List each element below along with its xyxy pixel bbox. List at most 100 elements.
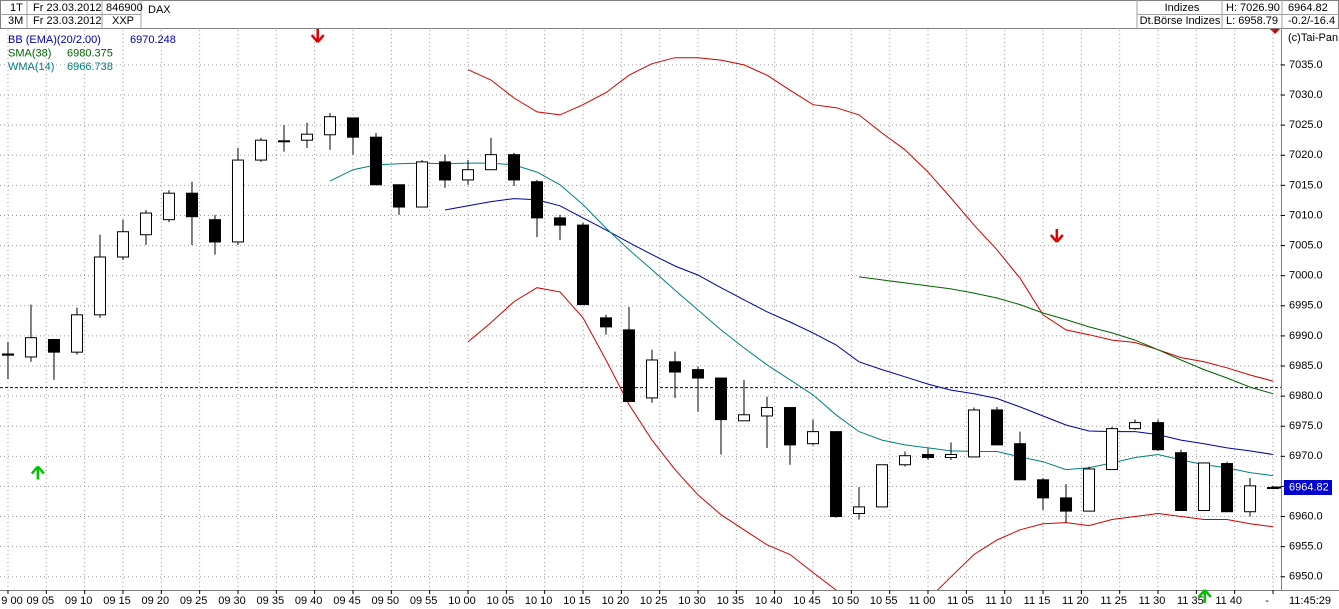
band-lower — [467, 287, 1274, 590]
x-tick-label: 10 10 — [525, 595, 553, 607]
x-tick-label: 09 50 — [372, 595, 400, 607]
header-cell: Dt.Börse Indizes — [1140, 15, 1221, 27]
header-frame — [0, 0, 1339, 29]
x-tick-label: 10 20 — [602, 595, 630, 607]
y-tick-label: 6950.0 — [1289, 571, 1323, 583]
candle-body — [530, 181, 543, 219]
candle-body — [24, 337, 37, 358]
y-tick-label: 7005.0 — [1289, 239, 1323, 251]
sell-signal — [310, 29, 325, 43]
y-tick-label: 7010.0 — [1289, 209, 1323, 221]
header-cell: H: 7026.90 — [1226, 2, 1280, 14]
candle-body — [669, 361, 682, 373]
x-tick-label: 10 15 — [563, 595, 591, 607]
candle-body — [1, 353, 14, 356]
candle-body — [899, 455, 912, 466]
legend: BB (EMA)(20/2.00) 6970.248 SMA(38) 6980.375… — [8, 34, 176, 73]
candle-body — [1106, 428, 1119, 471]
x-tick-label: 11 30 — [1139, 595, 1166, 607]
legend-label: SMA(38) — [8, 47, 51, 59]
legend-value: 6970.248 — [130, 34, 176, 46]
candle-body — [1244, 485, 1257, 513]
x-tick-label: 11 00 — [909, 595, 936, 607]
band-upper — [467, 57, 1274, 382]
candle-body — [1014, 443, 1027, 481]
x-tick-label: 10 45 — [793, 595, 821, 607]
x-tick-label: 09 20 — [142, 595, 170, 607]
candle-body — [1037, 479, 1050, 499]
x-tick-label: 10 55 — [870, 595, 898, 607]
candle-body — [415, 161, 428, 208]
y-tick-label: 6985.0 — [1289, 360, 1323, 372]
candle-body — [254, 139, 267, 161]
candle-body — [738, 414, 751, 422]
header-cell: DAX — [148, 4, 171, 16]
y-tick-label: 7020.0 — [1289, 149, 1323, 161]
candle-body — [1221, 463, 1234, 513]
header-cell: L: 6958.79 — [1226, 15, 1278, 27]
candle-body — [876, 464, 889, 508]
candle-body — [761, 407, 774, 417]
legend-label: WMA(14) — [8, 61, 54, 73]
candle-body — [922, 454, 935, 459]
candle-body — [968, 409, 981, 458]
x-tick-label: 09 10 — [65, 595, 93, 607]
x-tick-label: 09 55 — [410, 595, 438, 607]
x-tick-label: 10 05 — [487, 595, 515, 607]
y-tick-label: 7015.0 — [1289, 179, 1323, 191]
x-tick-label: 09 40 — [295, 595, 323, 607]
legend-label: BB (EMA)(20/2.00) — [8, 34, 101, 46]
plot-area — [0, 57, 1281, 590]
x-tick-label: 11 20 — [1062, 595, 1089, 607]
legend-value: 6980.375 — [67, 47, 113, 59]
current-time: 11:45:29 — [1289, 595, 1331, 607]
buy-signal — [30, 465, 45, 480]
candle-body — [553, 217, 566, 226]
candle-body — [622, 329, 635, 403]
last-price-label: 6964.82 — [1289, 481, 1329, 493]
x-tick-label: 10 00 — [448, 595, 476, 607]
grid — [0, 30, 1281, 590]
y-tick-label: 6970.0 — [1289, 450, 1323, 462]
x-tick-label: 09 25 — [180, 595, 208, 607]
x-tick-label: 11 25 — [1100, 595, 1127, 607]
x-tick-label: 09 15 — [103, 595, 131, 607]
candle-body — [1060, 497, 1073, 512]
x-tick-label: 09 45 — [333, 595, 361, 607]
buy-signal — [1197, 589, 1212, 603]
y-tick-label: 6980.0 — [1289, 390, 1323, 402]
header-cell: -0.2/-16.4 — [1288, 15, 1335, 27]
x-tick-label: 09 30 — [218, 595, 246, 607]
candle-body — [1198, 462, 1211, 512]
candle-body — [1175, 452, 1188, 512]
candle-body — [116, 231, 129, 258]
candle-body — [692, 369, 705, 379]
candle-body — [461, 169, 474, 181]
x-tick-label: 11 15 — [1024, 595, 1051, 607]
header-cell: 3M — [8, 15, 23, 27]
header-cell: 846900 — [106, 2, 143, 14]
candle-body — [784, 407, 797, 446]
candle-body — [139, 212, 152, 236]
candle-body — [646, 359, 659, 399]
y-tick-label: 7030.0 — [1289, 89, 1323, 101]
x-tick-label: 10 30 — [678, 595, 706, 607]
indicator-line — [858, 276, 1274, 395]
y-tick-label: 6990.0 — [1289, 330, 1323, 342]
indicator-line — [444, 198, 1274, 455]
candle-body — [576, 224, 589, 306]
x-tick-label: 11 05 — [947, 595, 974, 607]
candle-body — [93, 256, 106, 316]
copyright: (c)Tai-Pan — [1288, 32, 1338, 44]
candle-body — [1129, 422, 1142, 430]
candle-body — [438, 161, 451, 181]
x-tick-label: 9 00 — [1, 595, 22, 607]
x-tick-label: - — [1265, 595, 1269, 607]
x-tick-label: 09 35 — [257, 595, 285, 607]
legend-value: 6966.738 — [67, 61, 113, 73]
header-cell: 1T — [10, 2, 23, 14]
x-tick-label: 11 35 — [1177, 595, 1204, 607]
candle-body — [807, 431, 820, 445]
